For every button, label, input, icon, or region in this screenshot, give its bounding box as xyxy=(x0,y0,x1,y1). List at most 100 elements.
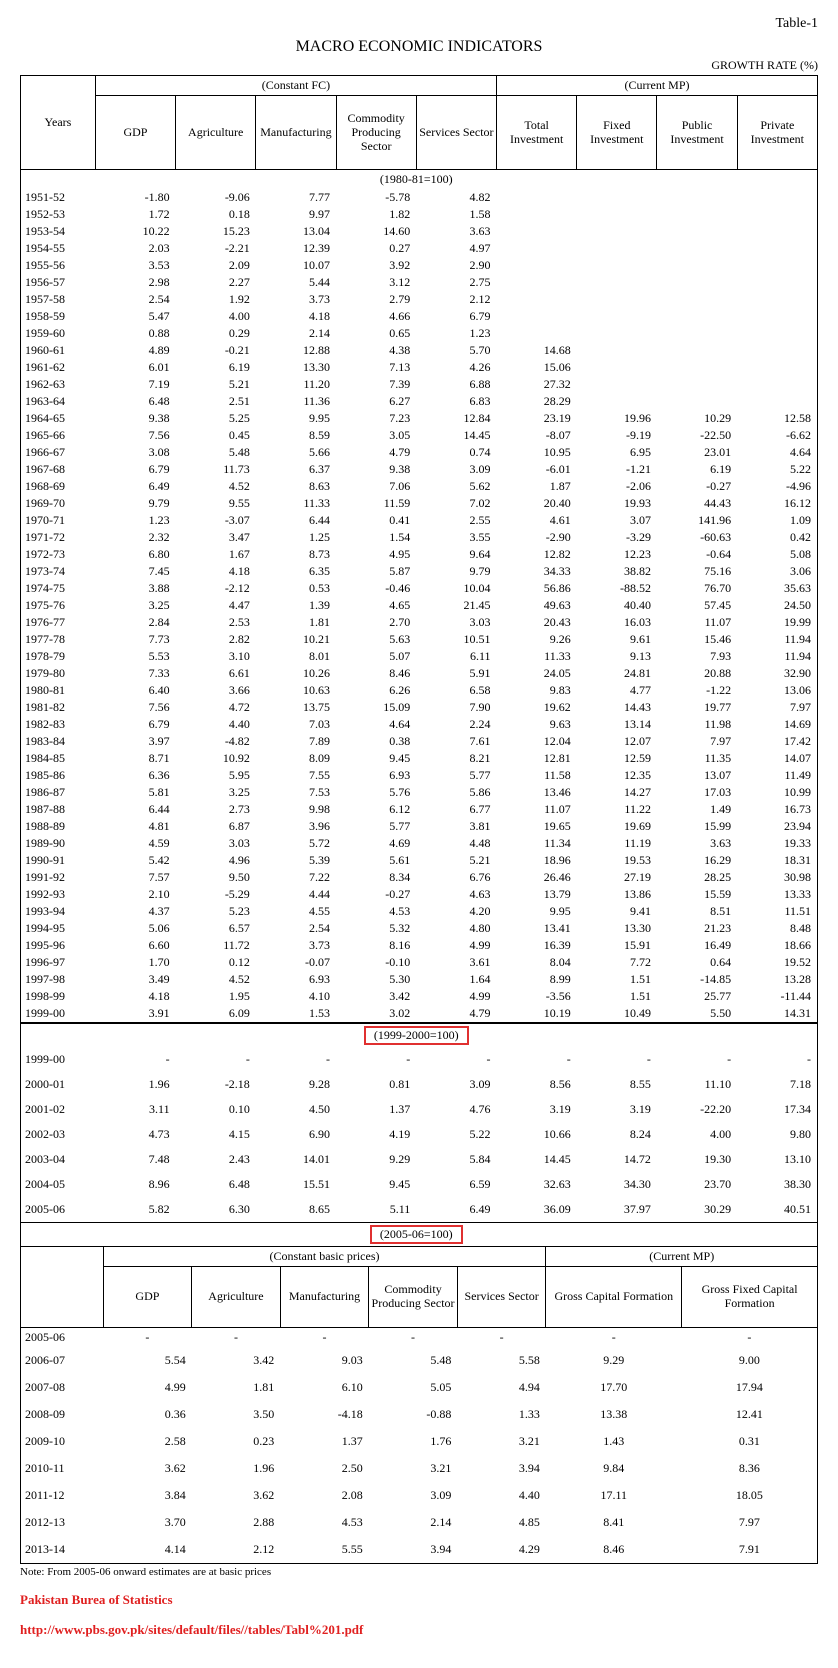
data-cell: 5.44 xyxy=(256,274,336,291)
data-cell: 11.58 xyxy=(497,767,577,784)
data-cell: 1965-66 xyxy=(21,427,96,444)
data-cell: 5.86 xyxy=(416,784,496,801)
data-cell: 1.51 xyxy=(577,971,657,988)
data-cell: 4.79 xyxy=(336,444,416,461)
data-cell: 16.03 xyxy=(577,614,657,631)
data-cell: 8.16 xyxy=(336,937,416,954)
data-cell: 7.77 xyxy=(256,189,336,206)
data-cell: 1.76 xyxy=(369,1428,458,1455)
data-cell: 4.61 xyxy=(497,512,577,529)
data-cell: 11.36 xyxy=(256,393,336,410)
data-cell: 2.32 xyxy=(95,529,175,546)
data-cell: - xyxy=(176,1047,256,1072)
data-cell: 1991-92 xyxy=(21,869,96,886)
data-cell xyxy=(737,223,817,240)
data-cell: 6.79 xyxy=(416,308,496,325)
data-cell: 13.79 xyxy=(497,886,577,903)
data-cell: 1971-72 xyxy=(21,529,96,546)
data-cell: 8.24 xyxy=(577,1122,657,1147)
data-cell xyxy=(737,376,817,393)
data-cell: 36.09 xyxy=(496,1197,576,1223)
data-cell: -3.29 xyxy=(577,529,657,546)
data-cell: -2.12 xyxy=(176,580,256,597)
data-cell: 3.73 xyxy=(256,291,336,308)
table-row: 1980-816.403.6610.636.266.589.834.77-1.2… xyxy=(21,682,818,699)
table-row: 2005-065.826.308.655.116.4936.0937.9730.… xyxy=(21,1197,818,1223)
data-cell: 5.23 xyxy=(176,903,256,920)
indicators-table-2: (1999-2000=100) 1999-00- - - - - - - - -… xyxy=(20,1023,818,1246)
data-cell: 6.79 xyxy=(95,461,175,478)
data-cell: 9.80 xyxy=(737,1122,817,1147)
data-cell xyxy=(657,274,737,291)
data-cell: 4.99 xyxy=(103,1374,192,1401)
data-cell: 0.74 xyxy=(416,444,496,461)
data-cell: 11.73 xyxy=(176,461,256,478)
data-cell: 11.19 xyxy=(577,835,657,852)
data-cell: 34.30 xyxy=(577,1172,657,1197)
data-cell: 4.89 xyxy=(95,342,175,359)
data-cell: -0.10 xyxy=(336,954,416,971)
data-cell: 14.69 xyxy=(737,716,817,733)
header-manufacturing: Manufacturing xyxy=(256,96,336,170)
data-cell: 5.77 xyxy=(416,767,496,784)
header-public-inv: Public Investment xyxy=(657,96,737,170)
table-row: 1979-807.336.6110.268.465.9124.0524.8120… xyxy=(21,665,818,682)
data-cell: 35.63 xyxy=(737,580,817,597)
data-cell: 11.98 xyxy=(657,716,737,733)
data-cell: -9.19 xyxy=(577,427,657,444)
data-cell: 11.34 xyxy=(497,835,577,852)
data-cell: 1.72 xyxy=(95,206,175,223)
data-cell: 1961-62 xyxy=(21,359,96,376)
table-row: 1997-983.494.526.935.301.648.991.51-14.8… xyxy=(21,971,818,988)
data-cell: 3.73 xyxy=(256,937,336,954)
data-cell: 5.66 xyxy=(256,444,336,461)
table-row: 1981-827.564.7213.7515.097.9019.6214.431… xyxy=(21,699,818,716)
data-cell: 1992-93 xyxy=(21,886,96,903)
header3-gdp: GDP xyxy=(103,1267,192,1328)
data-cell: 1.58 xyxy=(416,206,496,223)
data-cell: 4.96 xyxy=(176,852,256,869)
table-row: 2002-034.734.156.904.195.2210.668.244.00… xyxy=(21,1122,818,1147)
data-cell: 8.46 xyxy=(546,1536,682,1564)
data-cell: 5.77 xyxy=(336,818,416,835)
data-cell: 6.61 xyxy=(176,665,256,682)
table-row: 1993-944.375.234.554.534.209.959.418.511… xyxy=(21,903,818,920)
data-cell: 8.71 xyxy=(95,750,175,767)
table-row: 1977-787.732.8210.215.6310.519.269.6115.… xyxy=(21,631,818,648)
table-row: 1969-709.799.5511.3311.597.0220.4019.934… xyxy=(21,495,818,512)
data-cell: 5.22 xyxy=(416,1122,496,1147)
table-row: 2011-123.843.622.083.094.4017.1118.05 xyxy=(21,1482,818,1509)
data-cell: 1957-58 xyxy=(21,291,96,308)
data-cell: 2.98 xyxy=(95,274,175,291)
data-cell: 6.59 xyxy=(416,1172,496,1197)
data-cell: 6.27 xyxy=(336,393,416,410)
data-cell: 37.97 xyxy=(577,1197,657,1223)
table-row: 1970-711.23-3.076.440.412.554.613.07141.… xyxy=(21,512,818,529)
table-row: 1995-966.6011.723.738.164.9916.3915.9116… xyxy=(21,937,818,954)
data-cell: 56.86 xyxy=(497,580,577,597)
data-cell: 3.05 xyxy=(336,427,416,444)
data-cell: 6.35 xyxy=(256,563,336,580)
data-cell: 10.95 xyxy=(497,444,577,461)
table-body-1: 1951-52-1.80-9.067.77-5.784.821952-531.7… xyxy=(21,189,818,1023)
data-cell: 6.26 xyxy=(336,682,416,699)
data-cell: 2.10 xyxy=(95,886,175,903)
source-url[interactable]: http://www.pbs.gov.pk/sites/default/file… xyxy=(20,1622,818,1638)
table-row: 1971-722.323.471.251.543.55-2.90-3.29-60… xyxy=(21,529,818,546)
data-cell: 4.00 xyxy=(176,308,256,325)
data-cell: -6.62 xyxy=(737,427,817,444)
data-cell: 4.82 xyxy=(416,189,496,206)
data-cell: 3.47 xyxy=(176,529,256,546)
data-cell xyxy=(737,308,817,325)
data-cell: 5.76 xyxy=(336,784,416,801)
data-cell: 1998-99 xyxy=(21,988,96,1005)
data-cell: 18.66 xyxy=(737,937,817,954)
data-cell: - xyxy=(256,1047,336,1072)
data-cell xyxy=(497,206,577,223)
data-cell: 1962-63 xyxy=(21,376,96,393)
data-cell: 11.35 xyxy=(657,750,737,767)
data-cell: 7.48 xyxy=(95,1147,175,1172)
data-cell: 1952-53 xyxy=(21,206,96,223)
data-cell: 13.46 xyxy=(497,784,577,801)
data-cell: 1986-87 xyxy=(21,784,96,801)
